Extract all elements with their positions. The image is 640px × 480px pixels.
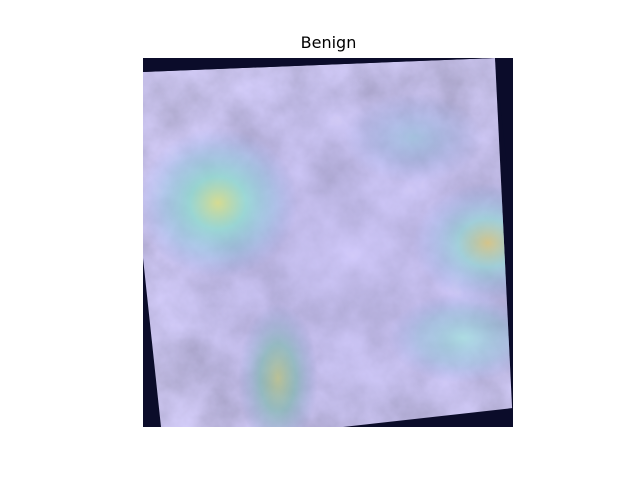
- image-title: Benign: [300, 33, 357, 52]
- heat-spot-left: [143, 128, 298, 278]
- bottom-left-wedge: [143, 258, 161, 427]
- bottom-right-wedge: [343, 408, 513, 427]
- top-left-wedge: [143, 58, 495, 72]
- heat-spot-bottom: [238, 303, 318, 427]
- heat-spot-top-right: [343, 93, 483, 183]
- top-right-wedge: [495, 58, 513, 218]
- mammogram-heatmap-image: [143, 58, 513, 427]
- heat-spot-lower-right: [388, 293, 513, 383]
- heatmap-overlay-svg: [143, 58, 513, 427]
- heat-spot-right: [413, 183, 513, 303]
